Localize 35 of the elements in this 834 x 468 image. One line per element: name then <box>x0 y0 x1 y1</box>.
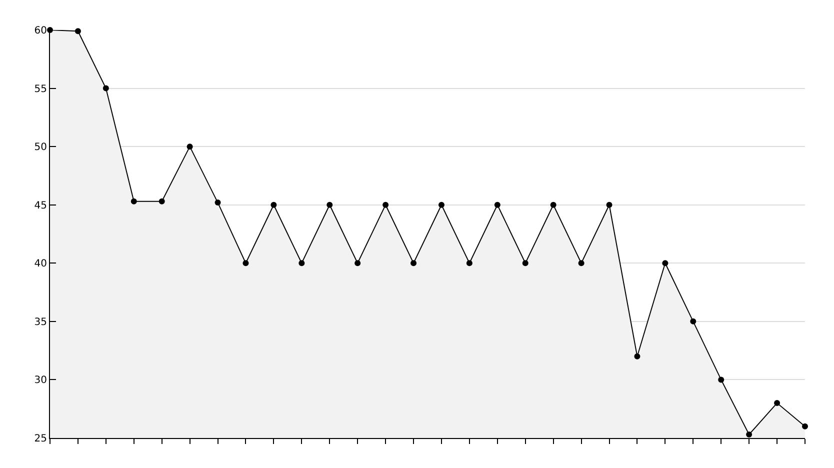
y-tick-label: 25 <box>34 434 47 444</box>
point <box>270 202 277 208</box>
point <box>606 202 612 208</box>
y-tick-label: 30 <box>34 375 47 386</box>
point <box>802 423 808 430</box>
point <box>550 202 556 208</box>
point <box>578 260 584 266</box>
point <box>690 318 696 324</box>
point <box>242 260 249 266</box>
point <box>130 198 137 204</box>
point <box>662 260 668 266</box>
y-tick-label: 55 <box>34 84 47 95</box>
point <box>522 260 528 266</box>
point <box>410 260 417 266</box>
point <box>466 260 472 266</box>
point <box>746 432 752 438</box>
point <box>382 202 389 208</box>
point <box>438 202 444 208</box>
y-tick-label: 50 <box>34 142 47 154</box>
point <box>354 260 361 266</box>
point <box>718 376 724 383</box>
point <box>774 400 780 406</box>
point <box>102 85 109 92</box>
point <box>494 202 500 208</box>
point <box>634 353 640 360</box>
point <box>186 144 193 150</box>
point <box>74 28 81 34</box>
point <box>298 260 305 266</box>
point <box>326 202 333 208</box>
y-tick-label: 35 <box>34 316 47 328</box>
point <box>158 198 165 204</box>
y-tick-label: 40 <box>34 258 47 270</box>
point <box>214 200 221 206</box>
y-tick-label: 60 <box>34 26 47 36</box>
y-tick-label: 45 <box>34 200 47 212</box>
